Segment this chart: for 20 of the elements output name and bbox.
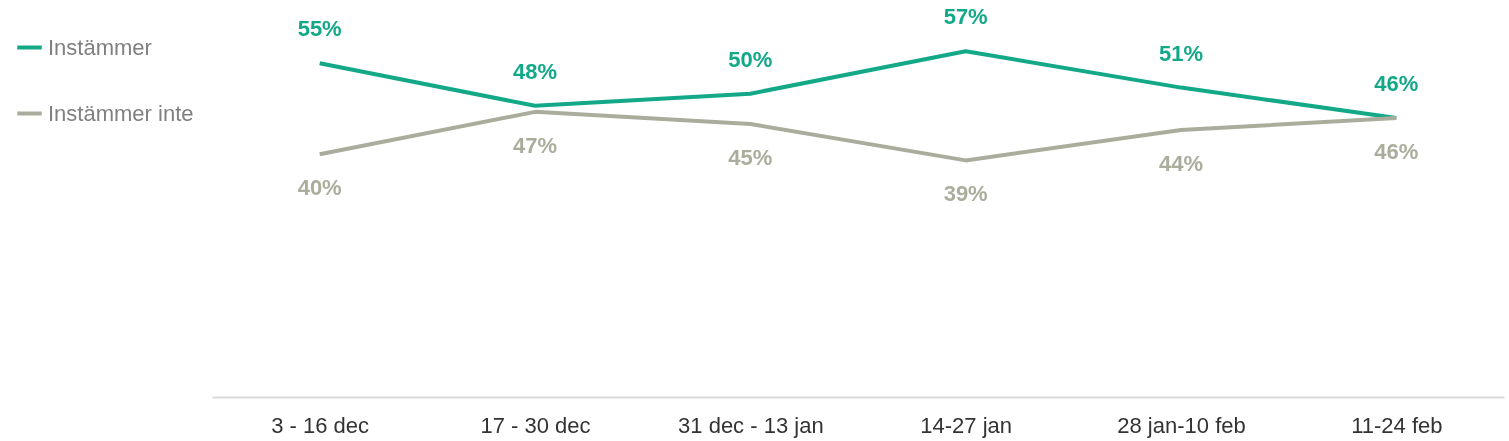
data-label: 46% [1374, 138, 1419, 164]
data-label: 50% [728, 46, 773, 72]
data-label: 57% [943, 4, 988, 30]
data-label: 44% [1158, 151, 1204, 177]
data-label: 47% [512, 132, 558, 158]
x-tick-label: 14-27 jan [920, 412, 1013, 438]
x-tick-label: 3 - 16 dec [271, 412, 370, 438]
x-tick-label: 17 - 30 dec [480, 412, 591, 438]
data-label: 40% [297, 175, 342, 201]
x-tick-label: 28 jan-10 feb [1117, 412, 1246, 438]
legend-label: Instämmer [48, 34, 152, 60]
data-label: 45% [728, 145, 773, 170]
data-label: 46% [1374, 70, 1419, 96]
x-tick-label: 31 dec - 13 jan [678, 412, 824, 438]
data-label: 39% [943, 181, 988, 207]
data-label: 55% [297, 16, 342, 42]
legend-label: Instämmer inte [48, 100, 194, 126]
data-label: 51% [1158, 40, 1204, 66]
x-tick-label: 11-24 feb [1351, 412, 1443, 438]
data-label: 48% [512, 58, 558, 84]
